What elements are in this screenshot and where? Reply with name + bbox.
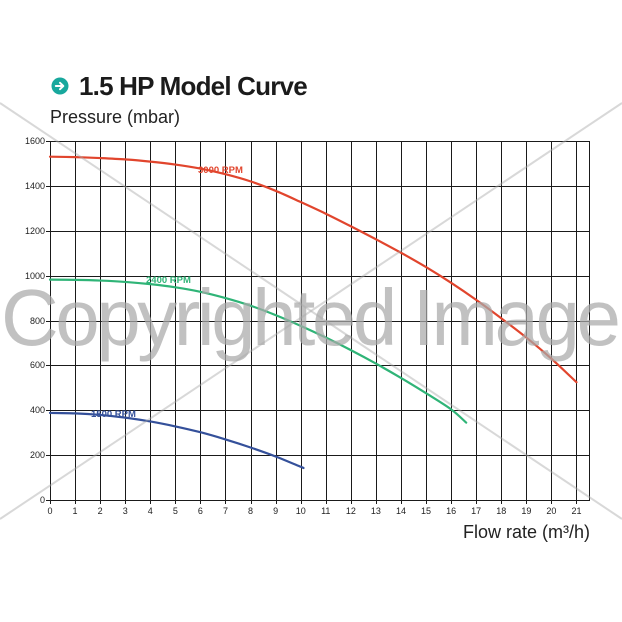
watermark-line	[0, 102, 622, 520]
x-tick-label: 13	[371, 506, 381, 516]
plot-frame	[49, 140, 591, 502]
x-tick-label: 2	[98, 506, 103, 516]
x-tick-label: 17	[471, 506, 481, 516]
y-tick-label: 1200	[25, 226, 45, 236]
x-tick-label: 4	[148, 506, 153, 516]
axis-ticks: 0 1 2 3 4 5 6 7 8 9 10 11 12 13 14 15 16 17 18 19 20 21020040…	[25, 136, 582, 516]
x-tick-label: 12	[346, 506, 356, 516]
y-axis-label: Pressure (mbar)	[50, 107, 181, 127]
series-labels: 3000 RPM 2400 RPM 1500 RPM	[91, 165, 243, 420]
y-tick-label: 1600	[25, 136, 45, 146]
grid	[49, 140, 591, 502]
x-tick-label: 15	[421, 506, 431, 516]
arrow-right-circle-icon	[51, 77, 69, 95]
watermark: Copyrighted Image	[0, 102, 622, 520]
x-tick-label: 21	[571, 506, 581, 516]
x-tick-label: 7	[223, 506, 228, 516]
x-tick-label: 8	[248, 506, 253, 516]
x-axis-label: Flow rate (m³/h)	[462, 522, 590, 542]
x-tick-label: 9	[273, 506, 278, 516]
watermark-text: Copyrighted Image	[1, 273, 617, 362]
series-label-1500-rpm: 1500 RPM	[91, 409, 136, 420]
x-tick-label: 3	[123, 506, 128, 516]
chart-title: 1.5 HP Model Curve	[79, 71, 308, 101]
x-tick-label: 0	[47, 506, 52, 516]
x-tick-label: 18	[496, 506, 506, 516]
x-tick-label: 5	[173, 506, 178, 516]
y-tick-label: 600	[30, 360, 45, 370]
y-tick-label: 0	[40, 495, 45, 505]
x-tick-label: 6	[198, 506, 203, 516]
x-tick-label: 1	[73, 506, 78, 516]
watermark-line	[0, 102, 622, 520]
y-tick-label: 800	[30, 316, 45, 326]
series-line-3000-rpm	[48, 155, 578, 384]
x-tick-label: 14	[396, 506, 406, 516]
chart-title-row: 1.5 HP Model Curve	[51, 71, 308, 101]
y-tick-label: 400	[30, 405, 45, 415]
y-tick-label: 200	[30, 450, 45, 460]
x-tick-label: 19	[521, 506, 531, 516]
x-tick-label: 20	[546, 506, 556, 516]
y-tick-label: 1400	[25, 181, 45, 191]
series-line-2400-rpm	[48, 278, 468, 424]
series-line-1500-rpm	[48, 411, 305, 470]
series-label-2400-rpm: 2400 RPM	[146, 275, 191, 286]
y-tick-label: 1000	[25, 271, 45, 281]
x-tick-label: 10	[296, 506, 306, 516]
x-tick-label: 16	[446, 506, 456, 516]
series-label-3000-rpm: 3000 RPM	[198, 165, 243, 176]
series-lines	[48, 155, 578, 470]
x-tick-label: 11	[321, 506, 330, 516]
